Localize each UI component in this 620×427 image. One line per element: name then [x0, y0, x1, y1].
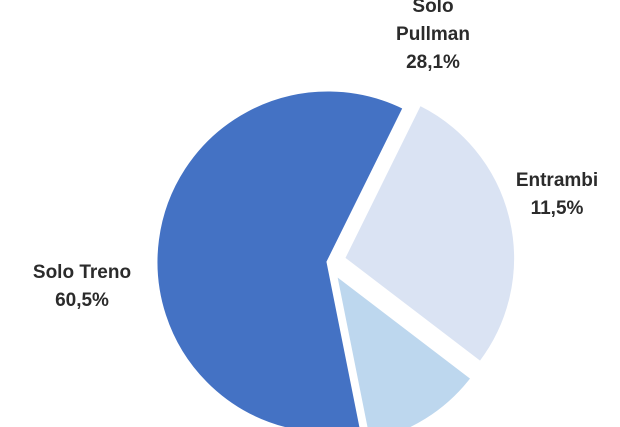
slice-category-label: Solo — [412, 0, 453, 17]
slice-label-2: Solo Treno 60,5% — [33, 262, 131, 311]
pie-slice-1 — [333, 270, 475, 427]
slice-value-label: 60,5% — [55, 290, 109, 311]
slice-category-label: Pullman — [396, 24, 470, 45]
slice-label-0: Solo Pullman 28,1% — [396, 0, 470, 73]
slice-value-label: 11,5% — [531, 198, 584, 219]
slice-value-label: 28,1% — [406, 52, 460, 73]
slice-label-1: Entrambi 11,5% — [516, 170, 598, 219]
slice-category-label: Solo Treno — [33, 262, 131, 283]
slice-category-label: Entrambi — [516, 170, 598, 191]
pie-slice-2 — [154, 88, 407, 427]
pie-slice-0 — [341, 102, 518, 365]
